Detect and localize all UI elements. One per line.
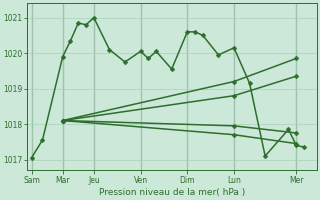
X-axis label: Pression niveau de la mer( hPa ): Pression niveau de la mer( hPa ): [99, 188, 245, 197]
